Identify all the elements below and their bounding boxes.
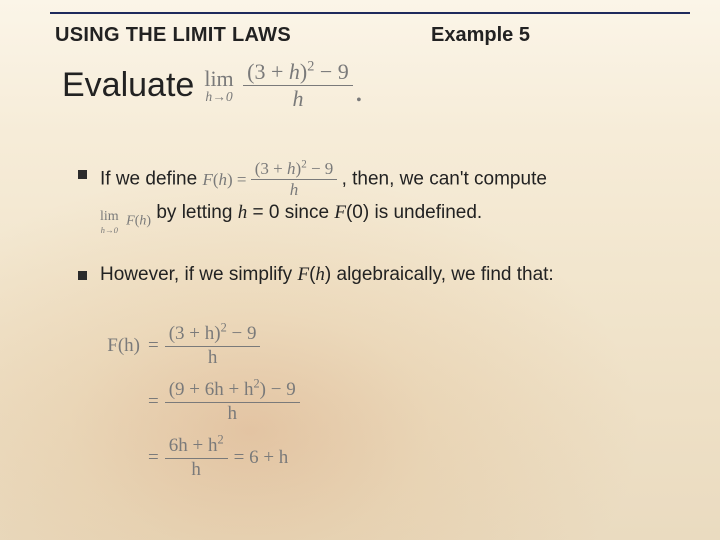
b2-pre: However, if we simplify bbox=[100, 264, 297, 285]
b1-def: F(h) = (3 + h)2 − 9 h bbox=[202, 170, 341, 189]
evaluate-line: Evaluate lim h→0 (3 + h)2 − 9 h . bbox=[62, 60, 363, 111]
eval-denominator: h bbox=[243, 86, 353, 111]
bullet-list: If we define F(h) = (3 + h)2 − 9 h , the… bbox=[78, 160, 680, 313]
b1-lim: lim h→0 F(h) bbox=[100, 206, 151, 237]
example-label: Example 5 bbox=[431, 24, 530, 47]
bullet-1: If we define F(h) = (3 + h)2 − 9 h , the… bbox=[78, 160, 680, 237]
derivation: F(h) = (3 + h)2 − 9 h = (9 + 6h + h2) − … bbox=[82, 323, 300, 491]
deriv-row-2: = (9 + 6h + h2) − 9 h bbox=[82, 379, 300, 425]
bullet-2: However, if we simplify F(h) algebraical… bbox=[78, 261, 680, 290]
lim-under: h→0 bbox=[204, 89, 233, 105]
b1-post2: by letting bbox=[156, 202, 237, 223]
period: . bbox=[355, 72, 363, 111]
b1-post4: is undefined. bbox=[369, 202, 482, 223]
top-rule bbox=[50, 12, 690, 14]
b1-post3: since bbox=[279, 202, 334, 223]
slide: USING THE LIMIT LAWS Example 5 Evaluate … bbox=[0, 0, 720, 540]
b1-pre: If we define bbox=[100, 169, 202, 190]
evaluate-word: Evaluate bbox=[62, 66, 194, 105]
deriv-row-1: F(h) = (3 + h)2 − 9 h bbox=[82, 323, 300, 369]
deriv-row-3: = 6h + h2 h = 6 + h bbox=[82, 435, 300, 481]
slide-header: USING THE LIMIT LAWS Example 5 bbox=[55, 24, 690, 47]
b1-post1: , then, we can't compute bbox=[342, 169, 547, 190]
evaluate-expression: lim h→0 (3 + h)2 − 9 h bbox=[204, 60, 352, 111]
b2-post: algebraically, we find that: bbox=[331, 264, 554, 285]
eval-numerator: (3 + h)2 − 9 bbox=[243, 60, 353, 86]
section-title: USING THE LIMIT LAWS bbox=[55, 24, 291, 47]
